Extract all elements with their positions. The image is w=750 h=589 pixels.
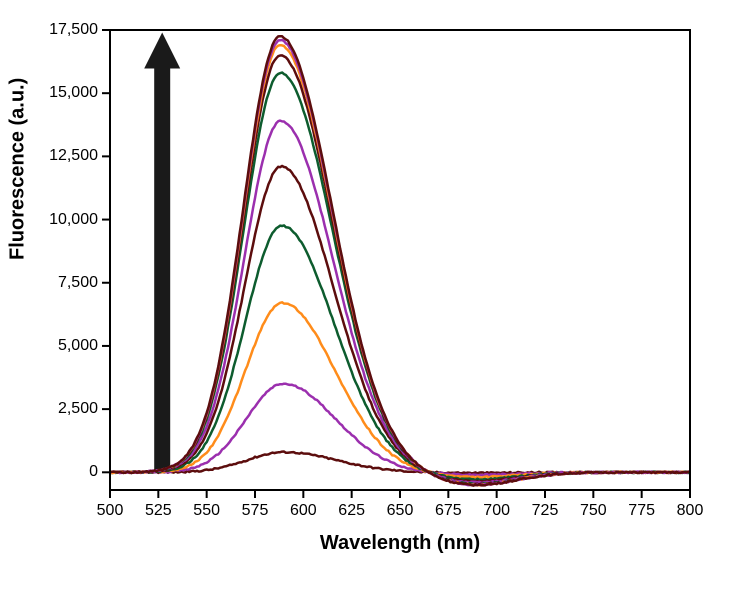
x-tick-label: 750 xyxy=(580,502,607,520)
chart-frame: Wavelength (nm) Fluorescence (a.u.) 500 5… xyxy=(0,0,750,589)
y-tick-label: 17,500 xyxy=(49,21,98,39)
x-tick-label: 500 xyxy=(97,502,124,520)
y-tick-label: 7,500 xyxy=(58,274,98,292)
x-tick-label: 800 xyxy=(677,502,704,520)
y-tick-label: 5,000 xyxy=(58,337,98,355)
x-tick-label: 775 xyxy=(628,502,655,520)
y-tick-label: 2,500 xyxy=(58,400,98,418)
x-tick-label: 675 xyxy=(435,502,462,520)
y-tick-label: 12,500 xyxy=(49,147,98,165)
x-tick-label: 625 xyxy=(338,502,365,520)
x-tick-label: 550 xyxy=(193,502,220,520)
y-tick-label: 10,000 xyxy=(49,211,98,229)
x-axis-label: Wavelength (nm) xyxy=(320,532,480,555)
x-tick-label: 525 xyxy=(145,502,172,520)
x-tick-label: 725 xyxy=(532,502,559,520)
x-tick-label: 650 xyxy=(387,502,414,520)
x-tick-label: 575 xyxy=(242,502,269,520)
x-tick-label: 700 xyxy=(483,502,510,520)
plot-svg xyxy=(0,0,750,589)
x-tick-label: 600 xyxy=(290,502,317,520)
y-axis-label: Fluorescence (a.u.) xyxy=(7,78,30,260)
y-tick-label: 15,000 xyxy=(49,84,98,102)
y-tick-label: 0 xyxy=(89,463,98,481)
